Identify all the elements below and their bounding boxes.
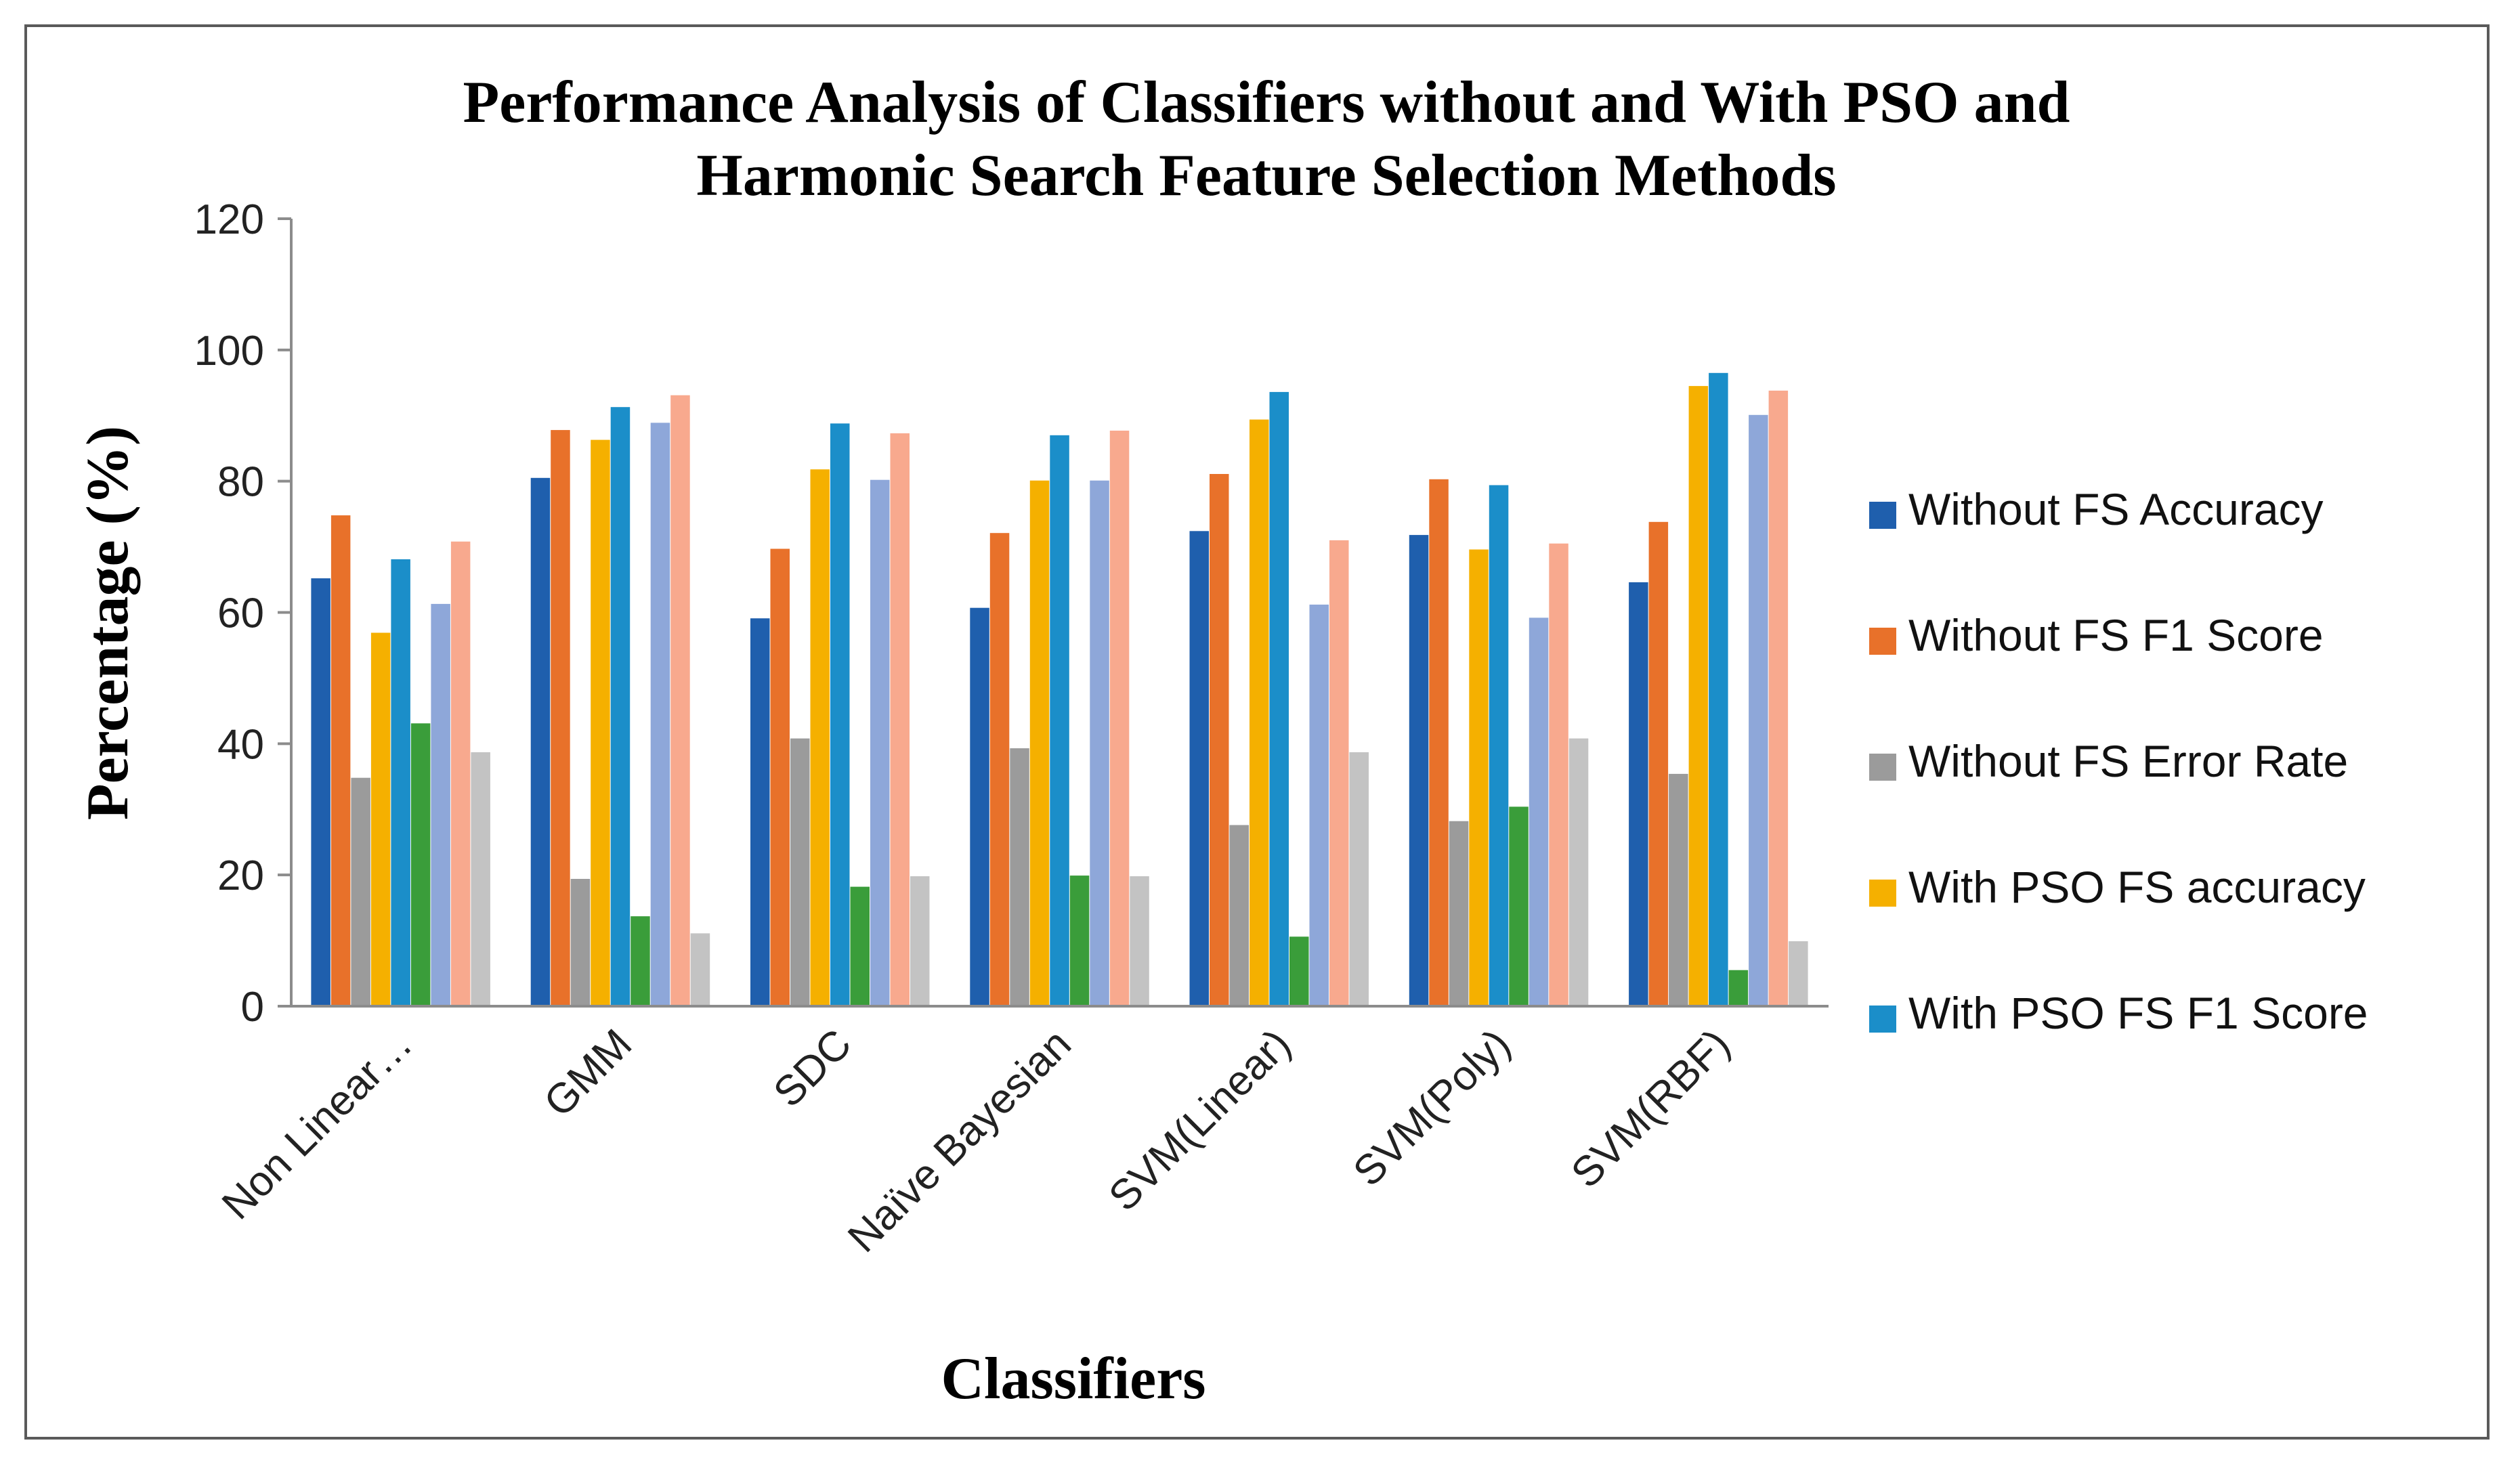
- bar: [650, 423, 670, 1006]
- y-tick-label: 80: [217, 459, 264, 506]
- x-category-label: Naïve Bayesian: [839, 1020, 1080, 1261]
- bar: [631, 916, 650, 1006]
- bar: [690, 933, 710, 1006]
- bar: [351, 777, 370, 1006]
- y-tick-label: 40: [217, 721, 264, 768]
- bar: [1189, 531, 1209, 1006]
- bar: [471, 752, 490, 1006]
- bar: [1329, 540, 1349, 1006]
- bar: [1429, 479, 1449, 1006]
- bar: [1029, 480, 1050, 1006]
- legend-label: With PSO FS accuracy: [1908, 862, 2366, 912]
- bar: [450, 541, 471, 1006]
- bar: [1469, 549, 1489, 1006]
- bar: [870, 479, 890, 1006]
- legend-swatch: [1869, 628, 1896, 655]
- y-tick-label: 120: [194, 196, 264, 243]
- chart-svg: Performance Analysis of Classifiers with…: [75, 70, 2368, 1412]
- bar: [1449, 821, 1469, 1006]
- chart-title-line-1: Performance Analysis of Classifiers with…: [463, 70, 2070, 135]
- bar: [1709, 372, 1728, 1006]
- bar: [1309, 604, 1329, 1006]
- x-category-label: Non Linear…: [213, 1020, 421, 1228]
- y-tick-label: 0: [241, 984, 264, 1031]
- bar: [1289, 936, 1309, 1006]
- bar: [1728, 970, 1749, 1006]
- bar: [1069, 875, 1090, 1006]
- bar: [1568, 738, 1589, 1006]
- bar: [790, 738, 810, 1006]
- bar: [391, 559, 410, 1006]
- bar: [1549, 543, 1568, 1006]
- bars: [311, 372, 1808, 1006]
- x-axis-title: Classifiers: [941, 1346, 1205, 1412]
- bar: [1629, 582, 1648, 1006]
- bar: [970, 607, 989, 1006]
- x-category-label: SVM(RBF): [1562, 1020, 1739, 1197]
- bar: [431, 603, 450, 1006]
- bar: [830, 423, 850, 1006]
- chart-frame: Performance Analysis of Classifiers with…: [24, 24, 2490, 1440]
- x-category-label: GMM: [535, 1020, 641, 1126]
- bar: [1688, 386, 1709, 1006]
- x-category-label: SVM(Linear): [1100, 1020, 1300, 1220]
- bar: [1050, 435, 1069, 1006]
- bar: [989, 533, 1010, 1006]
- bar: [370, 632, 391, 1006]
- bar: [311, 578, 330, 1006]
- bar: [551, 430, 570, 1006]
- bar: [670, 395, 690, 1006]
- legend: Without FS Accuracy Without FS F1 Score Wi…: [1869, 484, 2368, 1038]
- legend-swatch: [1869, 880, 1896, 907]
- bar: [810, 469, 830, 1006]
- y-tick-label: 60: [217, 590, 264, 637]
- bar: [410, 723, 431, 1006]
- bar: [1130, 876, 1149, 1006]
- y-tick-label: 20: [217, 852, 264, 899]
- bar: [1229, 825, 1249, 1006]
- bar: [890, 433, 910, 1006]
- bar: [1349, 752, 1369, 1006]
- bar: [530, 477, 551, 1006]
- bar: [591, 439, 610, 1006]
- bar: [910, 876, 930, 1006]
- x-category-label: SDC: [765, 1020, 860, 1116]
- bar: [610, 407, 631, 1006]
- bar: [570, 879, 591, 1006]
- bar: [1648, 521, 1669, 1006]
- chart-title-line-2: Harmonic Search Feature Selection Method…: [696, 143, 1836, 209]
- bar: [1749, 414, 1768, 1006]
- bar: [1768, 390, 1789, 1006]
- legend-swatch: [1869, 502, 1896, 529]
- bar: [850, 886, 870, 1006]
- bar: [1789, 941, 1808, 1006]
- bar: [750, 618, 770, 1006]
- legend-label: Without FS Accuracy: [1908, 484, 2324, 534]
- legend-swatch: [1869, 1006, 1896, 1033]
- bar: [1010, 748, 1029, 1006]
- legend-label: Without FS Error Rate: [1908, 736, 2348, 786]
- bar: [1669, 773, 1688, 1006]
- bar: [1109, 431, 1130, 1006]
- bar: [1509, 806, 1529, 1006]
- bar: [1269, 391, 1289, 1006]
- bar: [330, 515, 351, 1006]
- bar: [1409, 535, 1429, 1006]
- bar: [770, 548, 790, 1006]
- legend-label: Without FS F1 Score: [1908, 610, 2324, 660]
- bar: [1529, 618, 1549, 1006]
- y-tick-label: 100: [194, 328, 264, 374]
- y-axis-title: Percentage (%): [75, 426, 141, 820]
- legend-swatch: [1869, 754, 1896, 781]
- bar: [1090, 480, 1109, 1006]
- bar: [1210, 474, 1229, 1006]
- y-axis: 0 20 40 60 80 100 120: [194, 196, 293, 1031]
- legend-label: With PSO FS F1 Score: [1908, 988, 2368, 1038]
- bar: [1489, 485, 1509, 1006]
- x-category-label: SVM(Poly): [1344, 1020, 1519, 1195]
- bar: [1250, 419, 1269, 1006]
